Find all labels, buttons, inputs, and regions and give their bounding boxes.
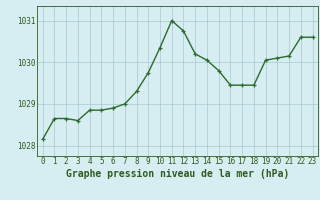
X-axis label: Graphe pression niveau de la mer (hPa): Graphe pression niveau de la mer (hPa) [66, 169, 289, 179]
